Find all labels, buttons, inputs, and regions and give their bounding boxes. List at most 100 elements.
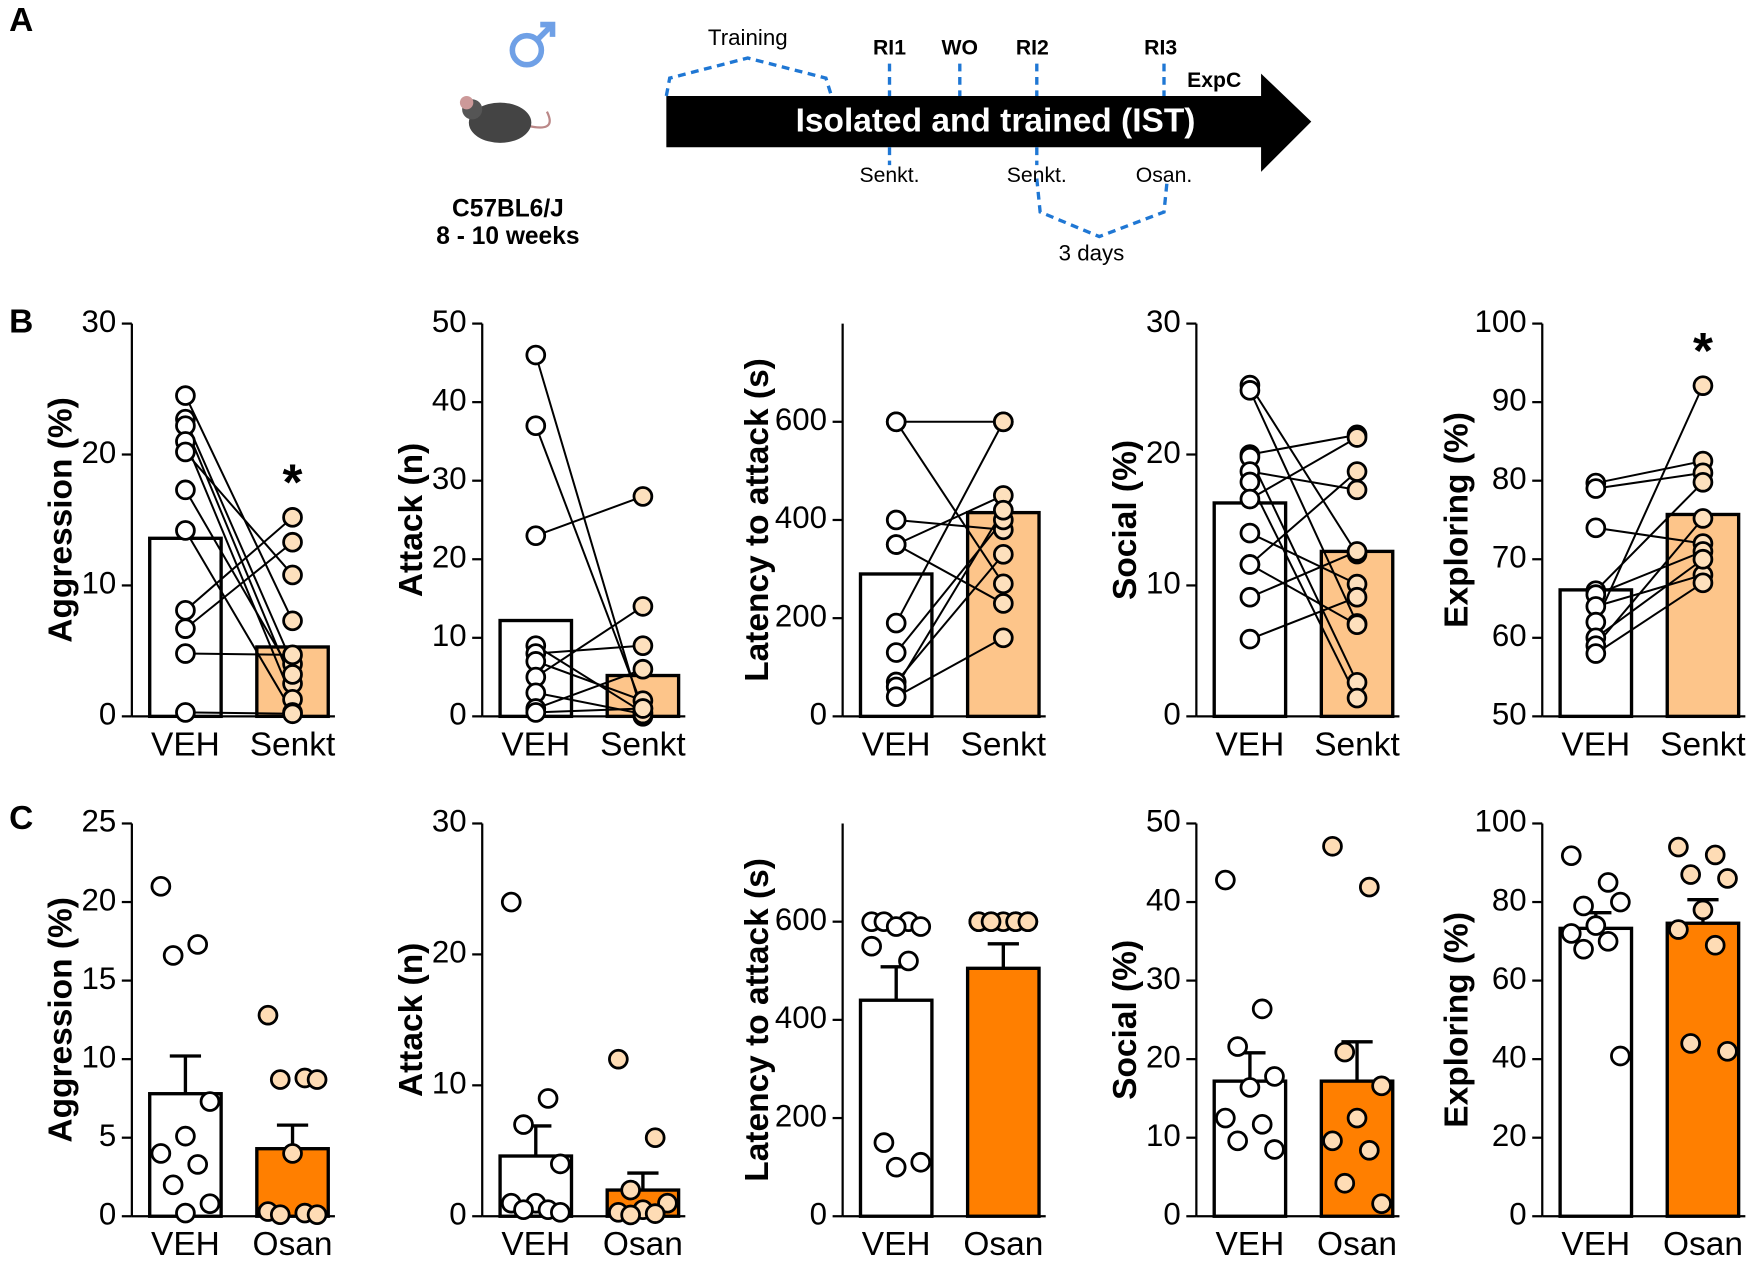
data-point bbox=[1585, 643, 1607, 664]
y-tick-label: 80 bbox=[1492, 461, 1527, 496]
y-tick-label: 100 bbox=[1475, 304, 1527, 339]
y-tick-label: 40 bbox=[432, 382, 467, 417]
pair-line bbox=[1595, 581, 1704, 655]
data-point bbox=[282, 1143, 303, 1164]
data-point bbox=[175, 479, 196, 501]
data-point bbox=[1692, 508, 1714, 529]
pair-line bbox=[184, 541, 294, 630]
data-point bbox=[1371, 1075, 1392, 1097]
y-tick-label: 20 bbox=[81, 882, 116, 917]
data-point bbox=[620, 1179, 641, 1201]
y-tick-label: 15 bbox=[81, 961, 116, 996]
y-tick-label: 200 bbox=[775, 1098, 827, 1133]
data-point bbox=[199, 1091, 221, 1112]
data-point bbox=[873, 1132, 895, 1153]
data-point bbox=[861, 935, 882, 957]
pair-line bbox=[895, 494, 1004, 546]
y-axis-label: Exploring (%) bbox=[1438, 912, 1475, 1128]
data-point bbox=[980, 911, 1002, 932]
panel-label: C bbox=[9, 800, 33, 837]
chart: 0 10 20 30 Aggression (%) VEH Senkt * bbox=[43, 304, 337, 763]
data-point bbox=[537, 1088, 559, 1109]
significance: * bbox=[1693, 322, 1713, 379]
chart: 0 20 40 60 80 100 Exploring (%) VEH Osan bbox=[1438, 804, 1746, 1262]
data-point bbox=[632, 658, 654, 680]
data-point bbox=[550, 1153, 571, 1175]
data-point bbox=[175, 385, 196, 406]
data-point bbox=[1680, 864, 1701, 885]
y-tick-label: 5 bbox=[99, 1118, 116, 1153]
data-point bbox=[187, 1154, 209, 1175]
y-tick-label: 30 bbox=[432, 461, 467, 496]
phase: RI1 bbox=[873, 37, 906, 60]
data-point bbox=[1227, 1036, 1248, 1057]
y-tick-label: 400 bbox=[775, 500, 827, 535]
y-tick-label: 0 bbox=[449, 1197, 466, 1232]
y-tick-label: 40 bbox=[1492, 1039, 1527, 1074]
data-point bbox=[885, 642, 907, 663]
y-tick-label: 0 bbox=[449, 697, 466, 732]
data-point bbox=[282, 507, 303, 528]
y-tick-label: 20 bbox=[1146, 1039, 1181, 1074]
x-tick-label: VEH bbox=[1216, 1226, 1285, 1262]
pair-line bbox=[1249, 563, 1358, 626]
y-tick-label: 20 bbox=[432, 935, 467, 970]
data-point bbox=[1239, 1077, 1261, 1098]
data-point bbox=[1704, 934, 1726, 956]
data-point bbox=[1346, 1107, 1368, 1129]
data-point bbox=[1560, 923, 1582, 944]
x-tick-label: VEH bbox=[501, 1226, 570, 1262]
pair-line bbox=[184, 418, 294, 665]
treatment: Senkt. bbox=[1007, 164, 1067, 187]
y-axis-label: Attack (n) bbox=[393, 443, 430, 597]
y-axis-label: Latency to attack (s) bbox=[739, 858, 776, 1182]
data-point bbox=[282, 531, 303, 553]
y-tick-label: 0 bbox=[1509, 1197, 1526, 1232]
data-point bbox=[1346, 461, 1368, 482]
panel-label: A bbox=[9, 2, 33, 39]
strain: C57BL6/J bbox=[452, 195, 564, 222]
y-tick-label: 30 bbox=[81, 304, 116, 339]
bar bbox=[965, 966, 1041, 1218]
data-point bbox=[885, 612, 907, 634]
data-point bbox=[162, 945, 184, 966]
data-point bbox=[992, 593, 1014, 614]
data-point bbox=[1239, 522, 1261, 544]
data-point bbox=[992, 627, 1014, 649]
data-point bbox=[1610, 1045, 1631, 1067]
x-tick-label: Senkt bbox=[1660, 726, 1746, 763]
pair-line bbox=[185, 711, 293, 715]
x-tick-label: VEH bbox=[1561, 1226, 1630, 1262]
y-tick-label: 600 bbox=[775, 402, 827, 437]
chart: 0 10 20 30 Social (%) VEH Senkt bbox=[1107, 304, 1401, 763]
pair-line bbox=[896, 518, 1004, 531]
y-tick-label: 30 bbox=[1146, 304, 1181, 339]
data-point bbox=[1717, 868, 1738, 889]
data-point bbox=[1692, 471, 1714, 493]
pair-line bbox=[1249, 436, 1358, 500]
data-point bbox=[1334, 1172, 1356, 1194]
data-point bbox=[175, 702, 196, 723]
data-point bbox=[910, 916, 932, 937]
significance: * bbox=[283, 454, 303, 511]
pair-line bbox=[895, 636, 1004, 698]
y-tick-label: 0 bbox=[1163, 697, 1180, 732]
pair-line bbox=[1249, 433, 1358, 456]
x-tick-label: VEH bbox=[501, 726, 570, 763]
data-point bbox=[175, 520, 196, 541]
data-point bbox=[187, 934, 209, 955]
pair-line bbox=[1249, 456, 1358, 683]
y-axis-label: Social (%) bbox=[1107, 940, 1144, 1100]
data-point bbox=[1215, 869, 1236, 891]
pair-line bbox=[1249, 550, 1358, 599]
data-point bbox=[885, 1156, 907, 1178]
y-axis-label: Attack (n) bbox=[393, 943, 430, 1097]
y-tick-label: 80 bbox=[1492, 882, 1527, 917]
data-point bbox=[1668, 919, 1689, 940]
data-point bbox=[632, 635, 654, 656]
data-point bbox=[1251, 998, 1273, 1020]
y-tick-label: 10 bbox=[432, 618, 467, 653]
data-point bbox=[1692, 572, 1714, 594]
